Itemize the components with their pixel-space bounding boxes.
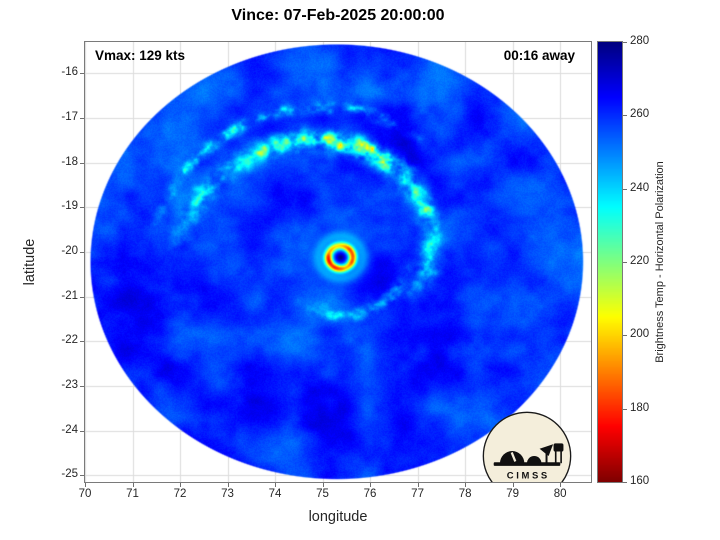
figure-title: Vince: 07-Feb-2025 20:00:00: [231, 7, 445, 24]
colorbar-tick-label: 180: [630, 401, 650, 414]
colorbar-tick-mark: [623, 335, 627, 337]
y-tick-label: -19: [61, 200, 78, 213]
x-tick-label: 79: [506, 488, 519, 500]
colorbar-tick-label: 280: [630, 35, 650, 47]
x-tick-mark: [465, 483, 467, 487]
x-tick-label: 78: [458, 488, 472, 500]
y-tick-mark: [80, 251, 84, 253]
y-tick-mark: [80, 73, 84, 75]
y-tick-label: -24: [61, 423, 78, 436]
vmax-annotation: Vmax: 129 kts: [95, 48, 186, 63]
y-tick-label: -20: [61, 244, 78, 257]
y-tick-label: -17: [61, 110, 78, 123]
colorbar-tick-mark: [623, 408, 627, 410]
x-axis-label: longitude: [308, 509, 368, 525]
colorbar-tick-label: 240: [630, 181, 650, 194]
cimss-logo: C I M S S: [482, 411, 572, 482]
y-tick-mark: [80, 117, 84, 119]
x-tick-mark: [227, 483, 229, 487]
x-tick-label: 70: [78, 488, 92, 500]
satellite-image-canvas: [85, 42, 591, 482]
y-tick-mark: [80, 207, 84, 209]
y-tick-label: -16: [61, 66, 78, 79]
y-tick-mark: [80, 162, 84, 164]
y-tick-mark: [80, 341, 84, 343]
x-tick-label: 75: [316, 488, 329, 500]
x-tick-mark: [132, 483, 134, 487]
x-tick-mark: [417, 483, 419, 487]
colorbar-tick-label: 160: [630, 475, 650, 487]
y-tick-mark: [80, 430, 84, 432]
y-tick-label: -25: [61, 468, 78, 481]
colorbar-label: Brightness Temp - Horizontal Polarizatio…: [654, 161, 666, 363]
y-tick-mark: [80, 475, 84, 477]
colorbar-tick-mark: [623, 115, 627, 117]
x-tick-mark: [85, 483, 86, 487]
colorbar-tick-mark: [623, 42, 627, 43]
plot-area: Vmax: 129 kts 00:16 away C I M S S: [84, 41, 592, 483]
y-tick-mark: [80, 296, 84, 298]
colorbar: [597, 41, 623, 483]
x-tick-label: 71: [126, 488, 139, 500]
x-tick-mark: [322, 483, 324, 487]
colorbar-tick-label: 200: [630, 328, 650, 341]
x-tick-label: 72: [173, 488, 187, 500]
x-tick-label: 77: [411, 488, 424, 500]
y-tick-label: -21: [61, 289, 78, 302]
y-tick-label: -22: [61, 334, 78, 347]
colorbar-tick-mark: [623, 188, 627, 190]
x-tick-label: 76: [363, 488, 377, 500]
x-tick-label: 74: [268, 488, 282, 500]
colorbar-tick-label: 260: [630, 108, 650, 121]
cimss-logo-graphic: C I M S S: [482, 411, 572, 482]
x-tick-label: 73: [221, 488, 234, 500]
x-tick-mark: [370, 483, 372, 487]
x-tick-mark: [560, 483, 562, 487]
colorbar-tick-label: 220: [630, 255, 650, 267]
colorbar-gradient-canvas: [598, 42, 622, 482]
y-tick-mark: [80, 385, 84, 387]
colorbar-tick-mark: [623, 262, 627, 263]
cimss-logo-text: C I M S S: [507, 471, 547, 482]
y-tick-label: -23: [61, 378, 78, 391]
x-tick-mark: [275, 483, 277, 487]
x-tick-label: 80: [553, 488, 567, 500]
x-tick-mark: [180, 483, 182, 487]
y-tick-label: -18: [61, 155, 78, 168]
colorbar-tick-mark: [623, 482, 627, 483]
x-tick-mark: [512, 483, 514, 487]
time-away-annotation: 00:16 away: [503, 48, 575, 63]
